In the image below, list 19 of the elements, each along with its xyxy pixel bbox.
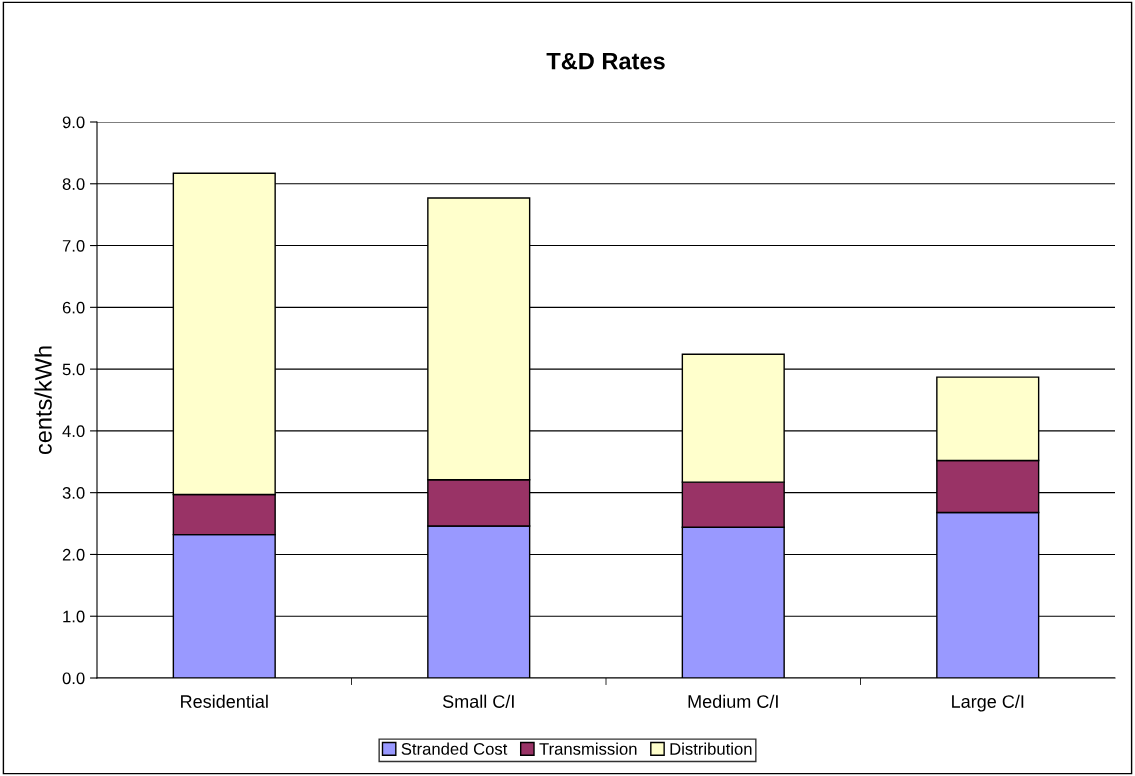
y-axis-title: cents/kWh bbox=[34, 346, 52, 455]
y-tick-label: 1.0 bbox=[63, 610, 85, 623]
y-tick-label: 8.0 bbox=[62, 178, 85, 190]
y-tick-label: 5.0 bbox=[62, 363, 85, 376]
y-tick-label: 0.0 bbox=[62, 672, 85, 685]
chart-title: T&D Rates bbox=[546, 52, 665, 70]
y-tick-label: 2.0 bbox=[62, 548, 85, 561]
y-tick-label: 7.0 bbox=[62, 239, 85, 252]
y-tick-label: 9.0 bbox=[62, 116, 85, 129]
x-tick-label: Small C/I bbox=[442, 694, 514, 708]
x-tick-label: Residential bbox=[181, 694, 268, 708]
x-tick-label: Large C/I bbox=[952, 694, 1024, 712]
legend-label: Transmission bbox=[539, 742, 637, 755]
x-tick-label: Medium C/I bbox=[688, 694, 778, 708]
y-tick-label: 4.0 bbox=[62, 425, 85, 438]
y-tick-label: 6.0 bbox=[62, 301, 85, 314]
y-tick-label: 3.0 bbox=[62, 487, 85, 499]
legend-label: Distribution bbox=[670, 742, 752, 755]
legend-label: Stranded Cost bbox=[401, 742, 508, 755]
